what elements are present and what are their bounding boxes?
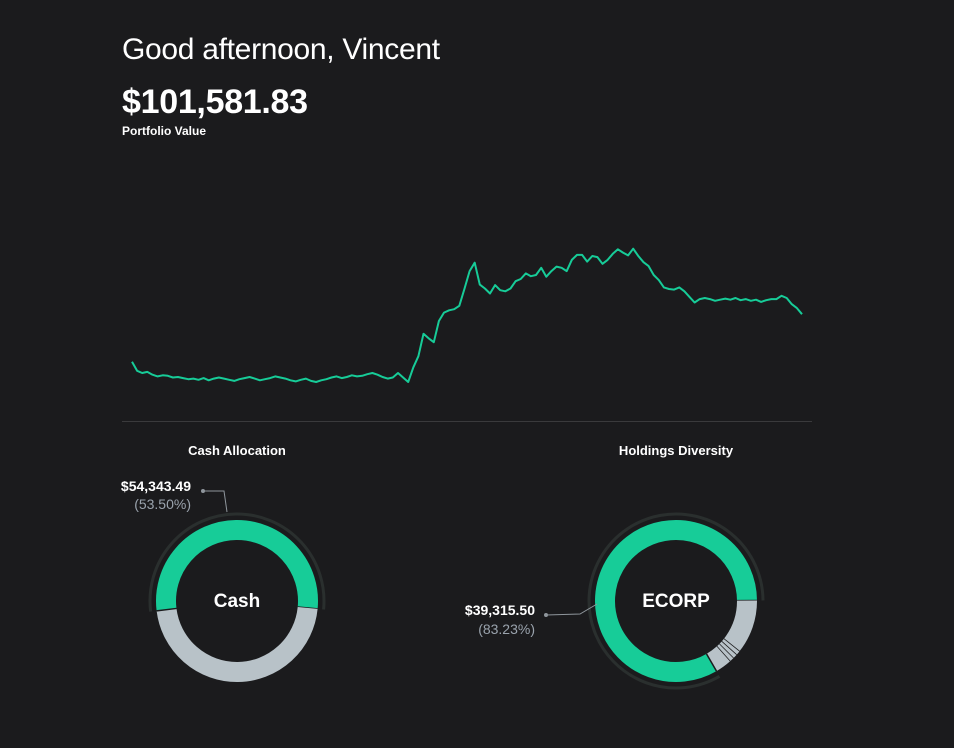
portfolio-value-line (131, 247, 803, 383)
slice-separator (721, 641, 737, 656)
cash-allocation-title: Cash Allocation (188, 443, 286, 458)
donut-outer-ring (148, 512, 326, 612)
cash-callout-dot (201, 489, 205, 493)
portfolio-line-chart[interactable] (122, 247, 812, 422)
donut-slice[interactable] (156, 606, 318, 682)
donut-slice[interactable] (156, 520, 318, 611)
slice-separator (297, 606, 318, 610)
holdings-diversity-donut[interactable] (587, 512, 765, 690)
donut-slice[interactable] (595, 520, 757, 682)
holdings-callout-dot (544, 613, 548, 617)
greeting-heading: Good afternoon, Vincent (122, 33, 440, 66)
cash-allocation-donut[interactable] (148, 512, 326, 682)
donut-slice[interactable] (723, 600, 758, 652)
cash-callout-percent: (53.50%) (134, 496, 191, 512)
cash-callout-value: $54,343.49 (120, 478, 191, 494)
holdings-donut-center-label: ECORP (642, 591, 710, 612)
slice-separator (156, 607, 177, 612)
portfolio-value: $101,581.83 (122, 83, 308, 121)
donut-slice[interactable] (706, 646, 730, 672)
cash-callout-leader (203, 490, 228, 513)
holdings-callout-leader (545, 603, 598, 616)
cash-donut-center-label: Cash (213, 591, 261, 612)
donut-outer-ring (587, 512, 765, 690)
holdings-callout-percent: (83.23%) (478, 621, 535, 637)
portfolio-value-label: Portfolio Value (122, 124, 207, 138)
holdings-callout-value: $39,315.50 (464, 602, 535, 618)
slice-separator (705, 653, 718, 672)
holdings-diversity-title: Holdings Diversity (618, 443, 734, 458)
